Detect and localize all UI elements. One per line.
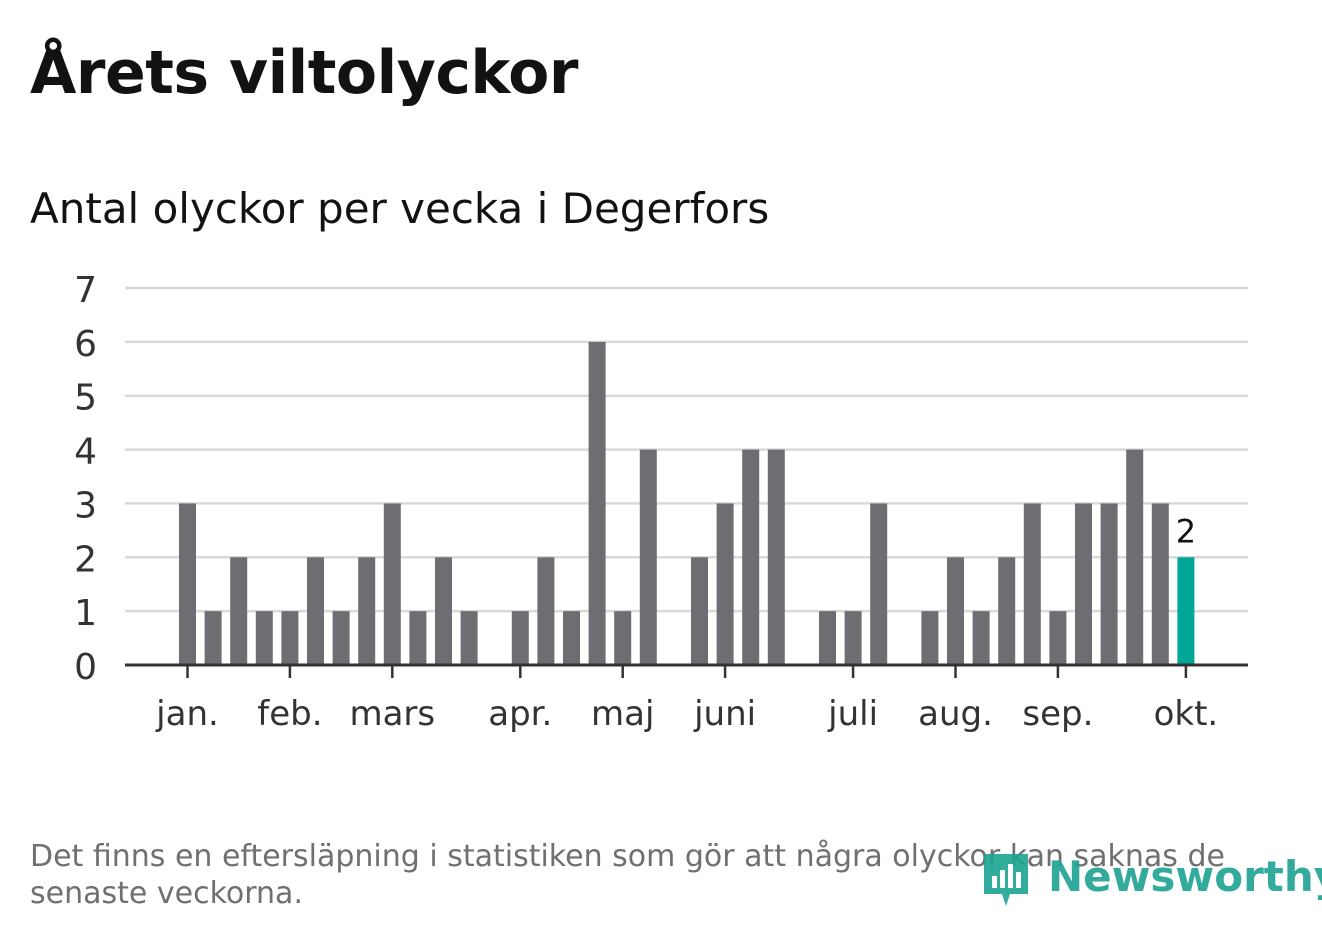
y-tick-label: 5: [74, 378, 97, 419]
bar-chart: 0 1 2 3 4 5 6 7 2 jan. feb. mars apr. maj juni juli au…: [74, 270, 1248, 734]
bar: [921, 611, 939, 665]
logo-text: Newsworthy: [1048, 852, 1322, 901]
bar: [511, 611, 529, 665]
bar: [819, 611, 836, 665]
x-tick-label: sep.: [1022, 694, 1093, 734]
bar: [204, 611, 222, 665]
data-label: 2: [1176, 512, 1196, 550]
bar: [614, 611, 632, 665]
x-tick-label: jan.: [155, 694, 219, 734]
y-axis-ticks: 0 1 2 3 4 5 6 7: [74, 270, 97, 688]
bars: [179, 341, 1195, 665]
chart-subtitle: Antal olyckor per vecka i Degerfors: [30, 184, 770, 233]
newsworthy-logo-icon: [984, 854, 1028, 906]
y-tick-label: 2: [74, 539, 97, 580]
bar: [281, 611, 299, 665]
x-tick-label: aug.: [918, 694, 993, 734]
bar: [588, 341, 606, 665]
bar: [947, 557, 964, 665]
bar: [998, 557, 1016, 665]
bar: [383, 503, 401, 665]
bar: [870, 503, 888, 665]
bar: [1049, 611, 1067, 665]
x-axis-ticks: jan. feb. mars apr. maj juni juli aug. sep. okt.: [155, 665, 1218, 734]
bar: [307, 557, 324, 665]
bar: [1023, 503, 1041, 665]
y-tick-label: 4: [74, 432, 97, 473]
bar: [1151, 503, 1169, 665]
bar: [1126, 449, 1144, 665]
bar: [972, 611, 990, 665]
bar: [537, 557, 555, 665]
x-tick-label: maj: [591, 694, 654, 734]
y-tick-label: 6: [74, 324, 97, 365]
newsworthy-logo: Newsworthy: [980, 848, 1322, 912]
bar: [767, 449, 785, 665]
y-tick-label: 0: [74, 647, 97, 688]
y-tick-label: 1: [74, 593, 97, 634]
bar: [255, 611, 273, 665]
x-tick-label: juli: [827, 694, 878, 734]
bar: [691, 557, 708, 665]
x-tick-label: mars: [349, 694, 435, 734]
y-tick-label: 3: [74, 485, 97, 526]
bar: [409, 611, 427, 665]
x-tick-label: apr.: [488, 694, 552, 734]
bar: [844, 611, 862, 665]
bar: [639, 449, 657, 665]
bar: [1075, 503, 1092, 665]
bar: [1177, 557, 1195, 665]
bar: [179, 503, 196, 665]
chart-title: Årets viltolyckor: [30, 38, 579, 108]
x-tick-label: juni: [693, 694, 756, 734]
bar: [332, 611, 350, 665]
bar: [563, 611, 580, 665]
y-tick-label: 7: [74, 270, 97, 311]
x-tick-label: feb.: [257, 694, 322, 734]
bar: [742, 449, 760, 665]
bar: [435, 557, 452, 665]
bar: [230, 557, 248, 665]
bar: [460, 611, 478, 665]
bar: [358, 557, 376, 665]
x-tick-label: okt.: [1154, 694, 1219, 734]
bar: [716, 503, 734, 665]
bar: [1100, 503, 1118, 665]
data-labels: 2: [1176, 512, 1196, 550]
